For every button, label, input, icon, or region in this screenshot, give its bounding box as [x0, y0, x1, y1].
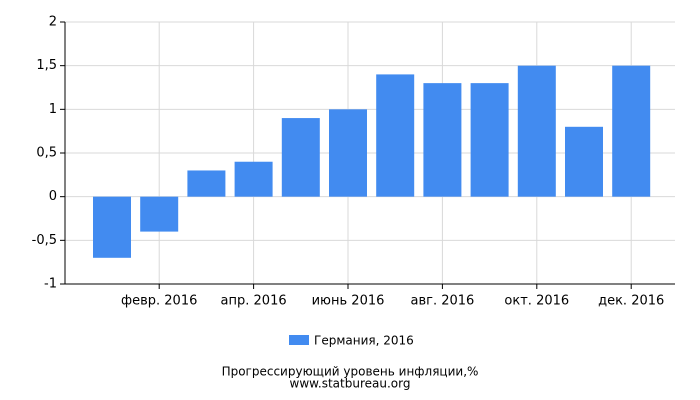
- x-tick-label: февр. 2016: [121, 294, 197, 309]
- bar: [517, 65, 556, 197]
- x-tick-label: апр. 2016: [221, 294, 287, 309]
- y-tick-label: 0: [49, 189, 57, 204]
- source: www.statbureau.org: [290, 377, 411, 391]
- bar: [140, 196, 179, 232]
- bar: [93, 196, 131, 258]
- legend-label: Германия, 2016: [314, 334, 414, 348]
- chart-title: Прогрессирующий уровень инфляции,%: [222, 365, 479, 379]
- y-tick-label: 0,5: [36, 146, 57, 161]
- bar: [470, 83, 509, 197]
- bar: [565, 126, 603, 197]
- x-tick-label: дек. 2016: [598, 294, 664, 309]
- bar: [423, 83, 462, 197]
- x-tick-label: авг. 2016: [410, 294, 474, 309]
- bar: [187, 170, 226, 197]
- bar: [234, 161, 273, 197]
- y-tick-label: 2: [49, 15, 57, 30]
- y-tick-label: -1: [44, 277, 57, 292]
- x-tick-label: июнь 2016: [312, 294, 385, 309]
- y-tick-label: 1: [49, 102, 57, 117]
- x-tick-label: окт. 2016: [504, 294, 569, 309]
- bar: [612, 65, 651, 197]
- bar: [329, 109, 367, 197]
- y-tick-label: -0,5: [32, 233, 57, 248]
- y-tick-label: 1,5: [36, 58, 57, 73]
- bar: [281, 118, 320, 197]
- bar: [376, 74, 415, 197]
- legend-swatch: [289, 335, 309, 345]
